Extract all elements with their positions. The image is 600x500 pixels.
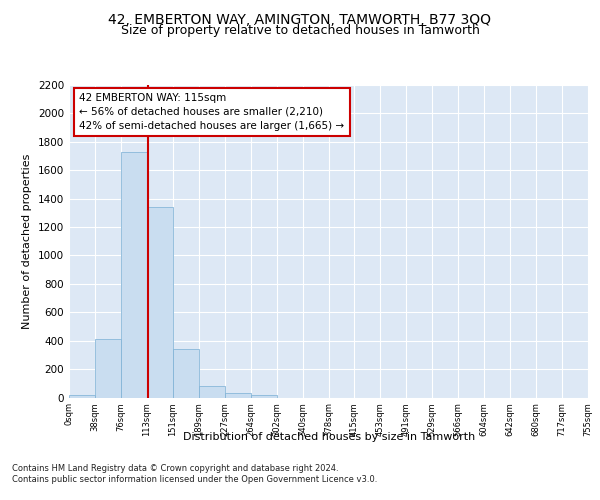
Text: Distribution of detached houses by size in Tamworth: Distribution of detached houses by size …	[182, 432, 475, 442]
Bar	[147, 207, 173, 398]
Text: 42, EMBERTON WAY, AMINGTON, TAMWORTH, B77 3QQ: 42, EMBERTON WAY, AMINGTON, TAMWORTH, B7…	[109, 12, 491, 26]
Bar	[173, 349, 199, 398]
Text: Size of property relative to detached houses in Tamworth: Size of property relative to detached ho…	[121, 24, 479, 37]
Text: Contains HM Land Registry data © Crown copyright and database right 2024.: Contains HM Land Registry data © Crown c…	[12, 464, 338, 473]
Bar	[251, 395, 277, 398]
Bar	[69, 396, 95, 398]
Bar	[199, 386, 224, 398]
Bar	[225, 393, 251, 398]
Text: Contains public sector information licensed under the Open Government Licence v3: Contains public sector information licen…	[12, 475, 377, 484]
Bar	[95, 340, 121, 398]
Text: 42 EMBERTON WAY: 115sqm
← 56% of detached houses are smaller (2,210)
42% of semi: 42 EMBERTON WAY: 115sqm ← 56% of detache…	[79, 93, 344, 131]
Bar	[121, 152, 147, 398]
Y-axis label: Number of detached properties: Number of detached properties	[22, 154, 32, 329]
